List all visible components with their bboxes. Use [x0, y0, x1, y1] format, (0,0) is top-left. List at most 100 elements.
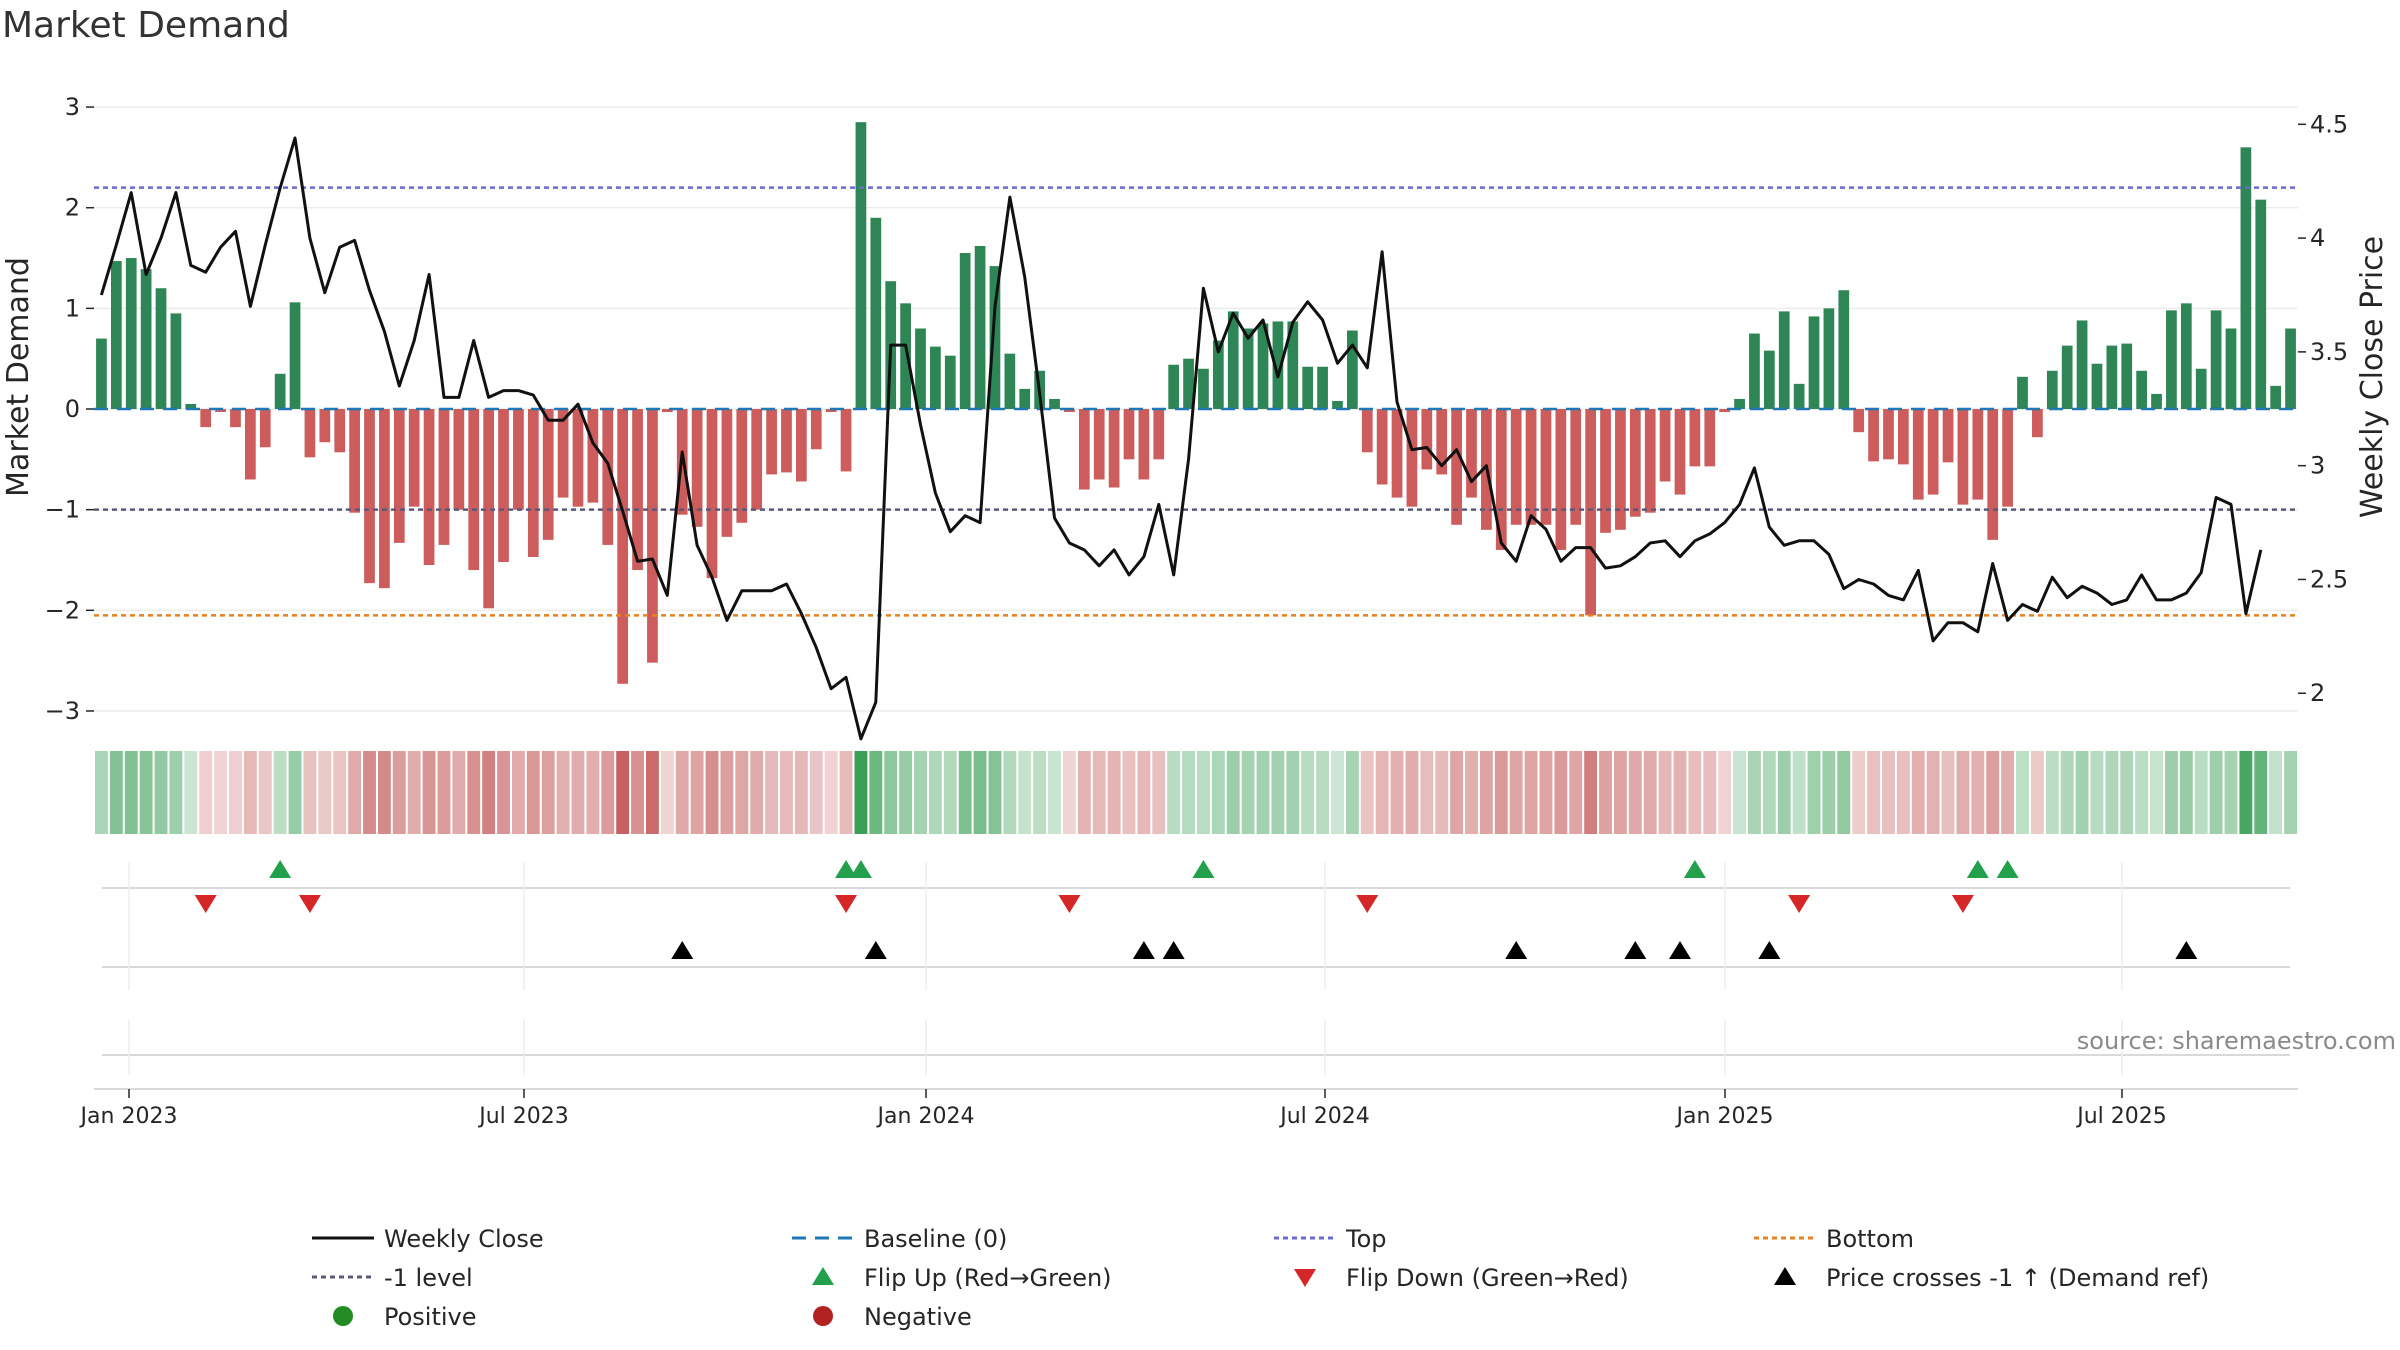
- heat-cell: [839, 751, 853, 834]
- demand-bar: [2076, 320, 2088, 410]
- demand-bar: [930, 346, 941, 410]
- price-cross-marker: [864, 941, 887, 959]
- legend-label: Positive: [384, 1303, 477, 1331]
- demand-bar: [2166, 310, 2177, 410]
- flip-down-marker: [1058, 895, 1081, 913]
- demand-bar: [274, 373, 286, 410]
- demand-bar: [900, 303, 911, 410]
- demand-bar: [617, 409, 629, 684]
- demand-bar: [706, 409, 718, 579]
- heat-cell: [109, 751, 123, 834]
- heat-cell: [2075, 751, 2089, 834]
- heat-cell: [928, 751, 942, 834]
- heat-cell: [1152, 751, 1166, 834]
- heat-cell: [1643, 751, 1657, 834]
- demand-bar: [1525, 409, 1537, 525]
- demand-bar: [438, 409, 450, 545]
- demand-bar: [1064, 409, 1075, 413]
- signal-rows: [94, 860, 2298, 1090]
- heat-cell: [1316, 751, 1330, 834]
- heat-cell: [973, 751, 987, 834]
- heat-cell: [646, 751, 659, 834]
- demand-bar: [2195, 368, 2207, 410]
- price-cross-marker: [2175, 941, 2198, 959]
- heat-cell: [1613, 751, 1627, 834]
- heat-cell: [780, 751, 793, 834]
- y2-axis-ticks: 4.5 4 3.5 3 2.5 2: [2298, 110, 2348, 707]
- heat-cell: [1718, 751, 1732, 834]
- heat-cell: [1777, 751, 1791, 834]
- date-tick-label: Jan 2024: [876, 1104, 975, 1129]
- demand-bar: [1049, 398, 1060, 410]
- demand-bar: [1957, 409, 1969, 505]
- demand-bar: [334, 409, 346, 453]
- y-tick-label: 3: [65, 93, 80, 121]
- heat-cell: [1762, 751, 1776, 834]
- demand-bar: [155, 288, 167, 410]
- heat-cell: [2135, 751, 2149, 834]
- legend-label: Baseline (0): [864, 1225, 1007, 1253]
- heat-cell: [229, 751, 242, 834]
- demand-bar: [1361, 409, 1373, 453]
- flip-down-marker: [194, 895, 217, 913]
- demand-bar: [542, 409, 554, 540]
- demand-bar: [1927, 409, 1939, 495]
- demand-bar: [1376, 409, 1388, 485]
- legend-swatch: [813, 1306, 833, 1326]
- heat-cell: [705, 751, 719, 834]
- heat-cell: [1703, 751, 1717, 834]
- demand-bar: [483, 409, 494, 609]
- demand-bar: [587, 409, 599, 503]
- demand-bar: [185, 403, 197, 410]
- demand-bar: [632, 409, 643, 571]
- demand-bar: [557, 409, 569, 498]
- heat-cell: [2284, 751, 2297, 834]
- demand-bar: [2136, 370, 2147, 410]
- heat-cell: [631, 751, 644, 834]
- heat-cell: [1569, 751, 1583, 834]
- heat-cell: [1509, 751, 1523, 834]
- heat-cell: [139, 751, 153, 834]
- flip-up-marker: [1996, 860, 2019, 878]
- heat-cell: [2045, 751, 2059, 834]
- legend-label: Bottom: [1826, 1225, 1914, 1253]
- heat-cell: [943, 751, 957, 834]
- demand-bar: [200, 409, 212, 428]
- flip-up-marker: [849, 860, 872, 878]
- demand-bar: [1629, 409, 1641, 517]
- demand-bar: [1347, 330, 1358, 410]
- demand-bar: [691, 409, 703, 527]
- demand-bar: [2151, 393, 2162, 410]
- flip-down-marker: [835, 895, 858, 913]
- heat-cell: [392, 751, 406, 834]
- heat-cell: [303, 751, 317, 834]
- date-tick-label: Jul 2024: [1278, 1104, 1370, 1129]
- heat-cell: [1673, 751, 1687, 834]
- demand-bar: [1793, 383, 1805, 410]
- price-cross-marker: [1162, 941, 1185, 959]
- heat-cell: [124, 751, 138, 834]
- legend-label: Negative: [864, 1303, 972, 1331]
- price-cross-marker: [1668, 941, 1691, 959]
- date-tick-label: Jan 2023: [79, 1104, 178, 1129]
- heat-cell: [154, 751, 168, 834]
- demand-bar: [245, 409, 256, 480]
- heat-cell: [1197, 751, 1210, 834]
- heat-cell: [1301, 751, 1315, 834]
- demand-bar: [1198, 368, 1209, 410]
- flip-down-marker: [1788, 895, 1811, 913]
- demand-bar: [468, 409, 480, 571]
- flip-up-marker: [1683, 860, 1706, 878]
- demand-bar: [1019, 388, 1031, 410]
- heat-cell: [1167, 751, 1181, 834]
- weekly-close-line: [99, 136, 2263, 741]
- demand-bar: [1763, 350, 1775, 410]
- date-tick-label: Jan 2025: [1675, 1104, 1774, 1129]
- demand-bar: [453, 409, 465, 510]
- demand-bar: [1659, 409, 1671, 482]
- demand-heat-strip: [95, 751, 2297, 834]
- demand-bar: [1451, 409, 1462, 525]
- heat-cell: [1331, 751, 1344, 834]
- heat-cell: [348, 751, 362, 834]
